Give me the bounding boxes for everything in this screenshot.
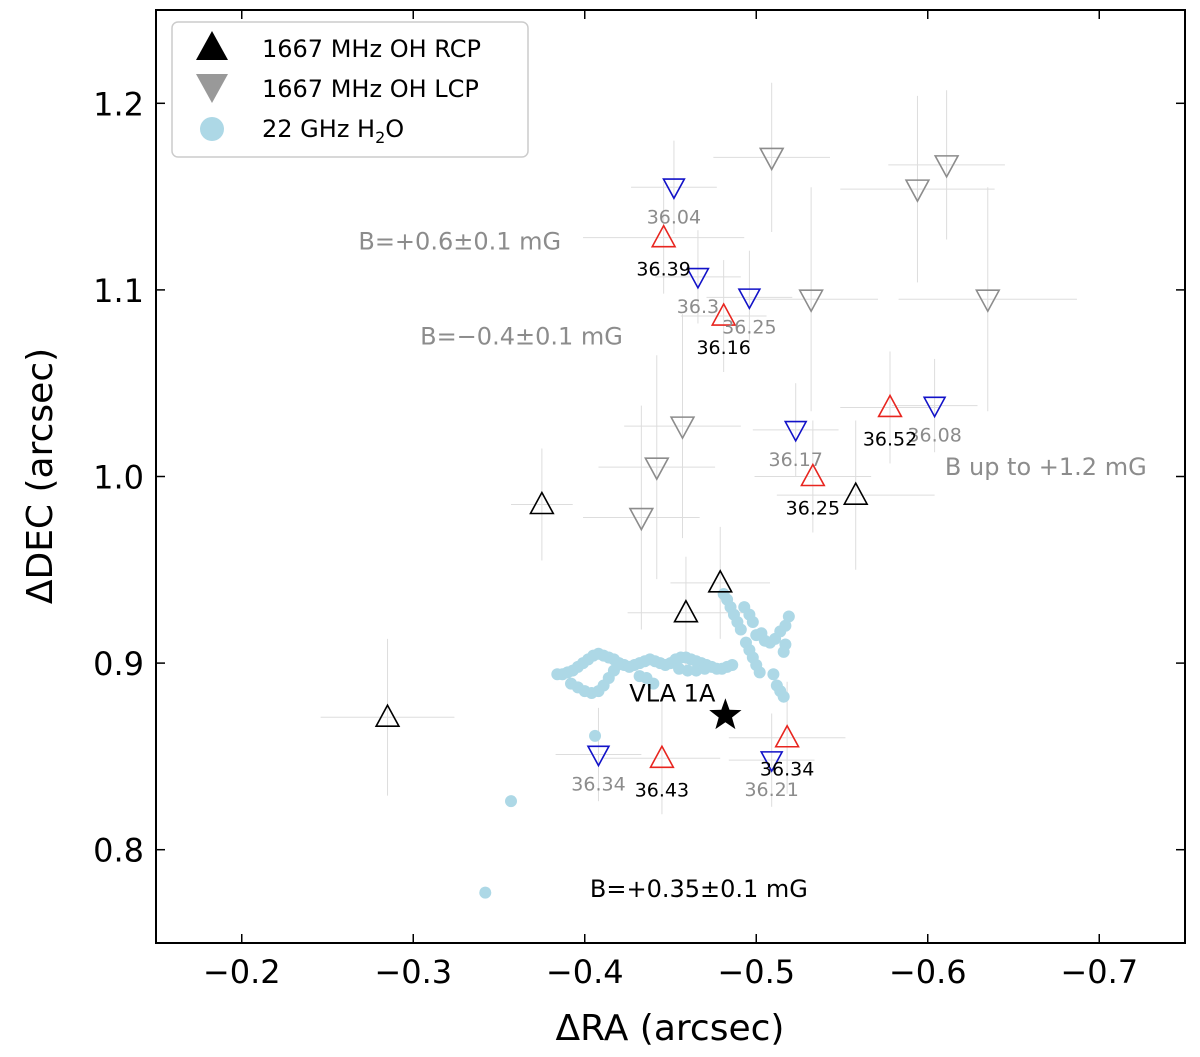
legend: 1667 MHz OH RCP 1667 MHz OH LCP 22 GHz H… bbox=[171, 21, 529, 158]
vla1a-star-icon bbox=[709, 698, 742, 730]
water-maser-point bbox=[681, 664, 694, 677]
x-tick-label: −0.7 bbox=[1060, 953, 1138, 991]
water-maser-point bbox=[779, 619, 792, 632]
lcp-blue-marker bbox=[586, 745, 611, 768]
water-maser-point bbox=[734, 623, 747, 636]
x-tick-label: −0.3 bbox=[374, 953, 452, 991]
y-tick-label: 1.1 bbox=[93, 272, 144, 310]
oh-maser-markers bbox=[374, 147, 1001, 773]
lcp-velocity-label: 36.17 bbox=[768, 449, 822, 471]
y-tick-label: 0.8 bbox=[93, 832, 144, 870]
legend-water-label-main: 22 GHz H bbox=[262, 115, 375, 143]
water-maser-point bbox=[479, 886, 492, 899]
rcp-velocity-label: 36.34 bbox=[760, 759, 814, 781]
b-field-annotation: B=−0.4±0.1 mG bbox=[420, 323, 623, 351]
water-maser-point bbox=[746, 616, 759, 629]
water-maser-point bbox=[698, 662, 711, 675]
x-tick-label: −0.5 bbox=[717, 953, 795, 991]
rcp-black-marker bbox=[707, 569, 733, 593]
rcp-velocity-label: 36.52 bbox=[863, 428, 917, 450]
water-maser-series bbox=[479, 588, 795, 899]
water-maser-point bbox=[753, 666, 766, 679]
y-axis-label: ΔDEC (arcsec) bbox=[20, 348, 61, 604]
water-maser-point bbox=[777, 690, 790, 703]
lcp-gray-marker bbox=[758, 147, 785, 172]
lcp-blue-marker bbox=[662, 178, 686, 200]
axis-ticks: −0.2 −0.3 −0.4 −0.5 −0.6 −0.7 0.8 0.9 1.0 1.1 1.2 bbox=[93, 10, 1185, 991]
legend-water-marker bbox=[200, 117, 224, 141]
rcp-red-marker bbox=[877, 393, 903, 418]
rcp-velocity-label: 36.39 bbox=[636, 259, 690, 281]
rcp-red-marker bbox=[650, 223, 677, 248]
rcp-red-marker bbox=[774, 724, 800, 748]
water-maser-point bbox=[767, 668, 780, 681]
water-maser-point bbox=[647, 677, 660, 690]
rcp-velocity-label: 36.43 bbox=[635, 779, 689, 801]
lcp-gray-marker bbox=[975, 289, 1001, 313]
rcp-black-marker bbox=[673, 599, 699, 623]
y-tick-label: 0.9 bbox=[93, 645, 144, 683]
rcp-velocity-label: 36.16 bbox=[696, 337, 750, 359]
rcp-red-marker bbox=[800, 462, 826, 487]
b-field-annotation: B=+0.35±0.1 mG bbox=[590, 875, 808, 903]
lcp-velocity-label: 36.34 bbox=[571, 774, 625, 796]
source-group: VLA 1A bbox=[629, 679, 742, 730]
lcp-blue-marker bbox=[737, 288, 762, 311]
b-field-annotation: B up to +1.2 mG bbox=[945, 453, 1147, 481]
x-tick-label: −0.6 bbox=[889, 953, 967, 991]
rcp-black-marker bbox=[529, 490, 555, 515]
legend-rcp-marker bbox=[196, 31, 228, 60]
lcp-gray-marker bbox=[644, 457, 670, 481]
legend-water-label-tail: O bbox=[385, 115, 404, 143]
b-field-annotation: B=+0.6±0.1 mG bbox=[358, 227, 561, 255]
lcp-velocity-label: 36.04 bbox=[647, 206, 701, 228]
lcp-gray-marker bbox=[933, 155, 960, 179]
x-tick-label: −0.4 bbox=[546, 953, 624, 991]
x-axis-label: ΔRA (arcsec) bbox=[556, 1008, 785, 1049]
lcp-velocity-label: 36.25 bbox=[722, 316, 776, 338]
lcp-blue-marker bbox=[686, 267, 710, 290]
lcp-blue-marker bbox=[759, 751, 784, 773]
water-maser-point bbox=[726, 658, 739, 671]
lcp-velocity-label: 36.3 bbox=[677, 296, 719, 318]
legend-rcp-label: 1667 MHz OH RCP bbox=[262, 35, 481, 63]
annotations: B=+0.6±0.1 mG B=−0.4±0.1 mG B up to +1.2 m… bbox=[358, 227, 1146, 903]
lcp-velocity-label: 36.21 bbox=[744, 779, 798, 801]
lcp-blue-marker bbox=[922, 396, 947, 419]
lcp-gray-marker bbox=[628, 507, 655, 532]
rcp-black-marker bbox=[842, 481, 869, 505]
rcp-red-marker bbox=[649, 744, 675, 769]
y-tick-label: 1.0 bbox=[93, 459, 144, 497]
rcp-black-marker bbox=[374, 703, 401, 728]
x-tick-label: −0.2 bbox=[203, 953, 281, 991]
water-maser-point bbox=[782, 610, 795, 623]
rcp-velocity-label: 36.25 bbox=[786, 498, 840, 520]
legend-water-label-sub: 2 bbox=[375, 128, 385, 147]
lcp-velocity-label: 36.08 bbox=[907, 425, 961, 447]
legend-lcp-marker bbox=[196, 74, 228, 103]
y-tick-label: 1.2 bbox=[93, 85, 144, 123]
lcp-gray-marker bbox=[798, 289, 824, 313]
water-maser-point bbox=[611, 658, 624, 671]
water-maser-point bbox=[505, 795, 518, 808]
legend-water-label: 22 GHz H2O bbox=[262, 115, 404, 147]
lcp-blue-marker bbox=[783, 420, 808, 443]
legend-box bbox=[171, 21, 529, 158]
vla1a-label: VLA 1A bbox=[629, 679, 716, 707]
legend-lcp-label: 1667 MHz OH LCP bbox=[262, 75, 479, 103]
water-maser-point bbox=[589, 729, 602, 742]
lcp-gray-marker bbox=[669, 416, 696, 440]
error-bars bbox=[320, 82, 1077, 815]
rcp-red-marker bbox=[710, 302, 737, 326]
lcp-gray-marker bbox=[904, 179, 931, 203]
water-maser-point bbox=[777, 645, 790, 658]
